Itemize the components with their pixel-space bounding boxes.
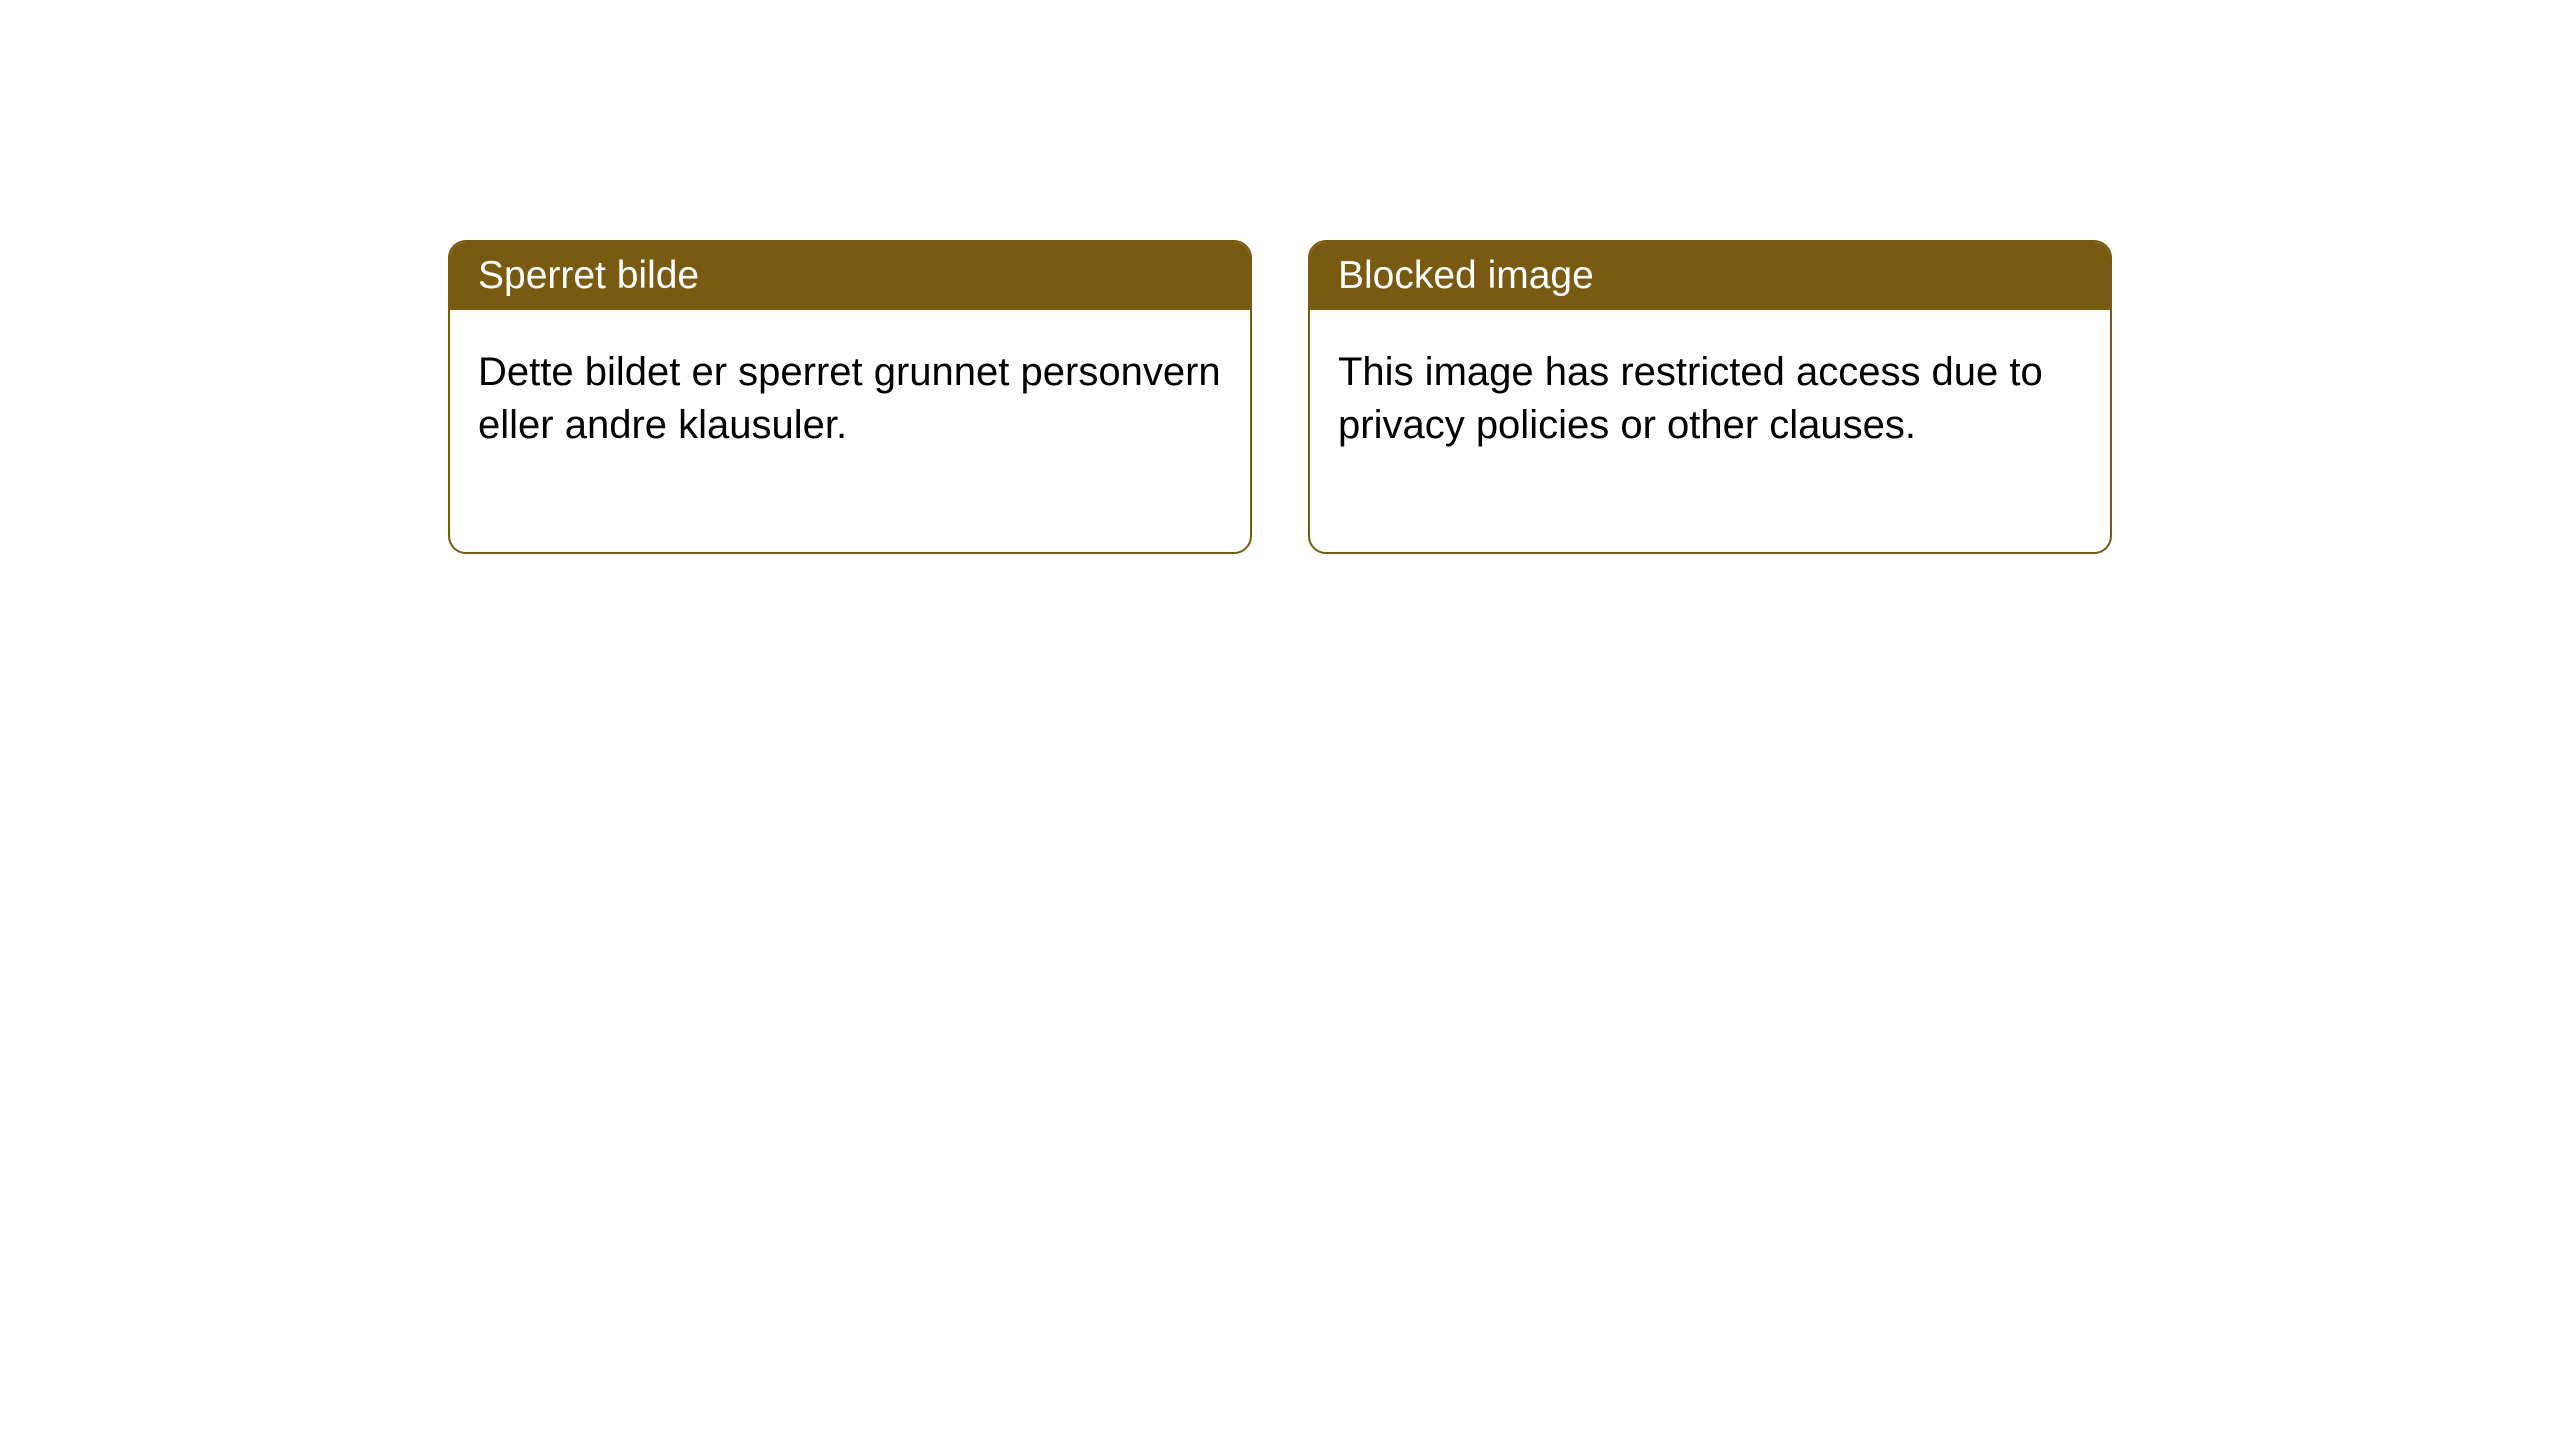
notice-container: Sperret bilde Dette bildet er sperret gr… [0,0,2560,554]
notice-card-body: Dette bildet er sperret grunnet personve… [450,310,1250,552]
notice-card-header: Blocked image [1310,242,2110,310]
notice-body-text: This image has restricted access due to … [1338,350,2043,447]
notice-title: Blocked image [1338,254,1594,297]
notice-card-body: This image has restricted access due to … [1310,310,2110,552]
notice-card-english: Blocked image This image has restricted … [1308,240,2112,554]
notice-card-norwegian: Sperret bilde Dette bildet er sperret gr… [448,240,1252,554]
notice-body-text: Dette bildet er sperret grunnet personve… [478,350,1221,447]
notice-title: Sperret bilde [478,254,699,297]
notice-card-header: Sperret bilde [450,242,1250,310]
